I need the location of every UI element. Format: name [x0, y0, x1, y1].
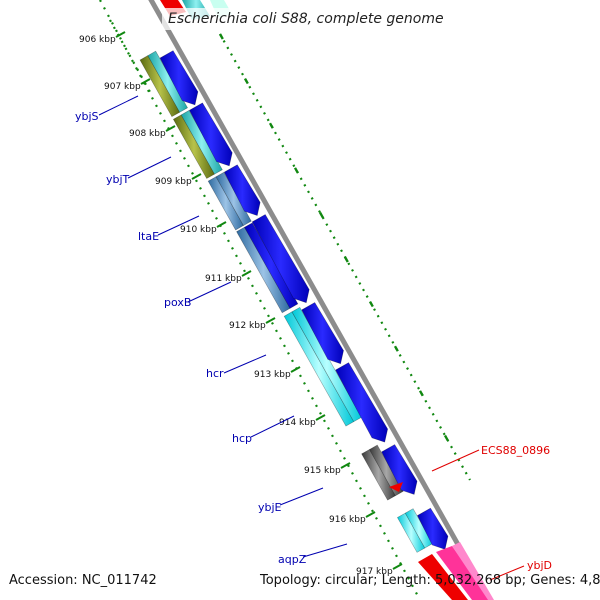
- gc-dash: [443, 434, 449, 441]
- scale-tick: [191, 173, 202, 180]
- tick-label-917-kbp: 917 kbp: [356, 567, 393, 577]
- tick-label-911-kbp: 911 kbp: [205, 274, 242, 284]
- gene-ltaE-b: [215, 171, 252, 226]
- gc-dash: [318, 211, 324, 218]
- scale-tick: [365, 511, 376, 518]
- accession-label: Accession: NC_011742: [9, 573, 157, 588]
- tick-label-906-kbp: 906 kbp: [79, 35, 116, 45]
- cds-arrow-5: [301, 302, 344, 365]
- cds-arrow-1: [159, 50, 199, 106]
- tick-label-912-kbp: 912 kbp: [229, 321, 266, 331]
- gene-label-ltaE: ltaE: [138, 230, 159, 243]
- gc-dash: [218, 33, 224, 40]
- cds-arrow-4: [251, 214, 310, 304]
- label-leader-ybjS: [98, 95, 139, 116]
- gene-label-poxB: poxB: [164, 296, 191, 309]
- label-leader-aqpZ: [302, 543, 348, 558]
- genome-backbone: [148, 0, 493, 600]
- scale-tick: [265, 317, 276, 324]
- scale-tick: [290, 366, 301, 373]
- gene-ybjE-b: [369, 444, 404, 497]
- gene-ybjT-b: [180, 110, 223, 175]
- tick-label-908-kbp: 908 kbp: [129, 129, 166, 139]
- cds-arrow-3: [223, 164, 261, 216]
- label-leader-ybjT: [127, 156, 172, 179]
- label-leader-ECS88_0896: [431, 449, 480, 472]
- scale-tick: [340, 462, 351, 469]
- scale-tick: [315, 414, 326, 421]
- label-leader-hcp: [250, 415, 295, 438]
- tick-label-907-kbp: 907 kbp: [104, 82, 141, 92]
- feature-ybjD-red: [418, 554, 468, 600]
- tick-label-916-kbp: 916 kbp: [329, 515, 366, 525]
- tick-label-914-kbp: 914 kbp: [279, 418, 316, 428]
- scale-tick: [241, 270, 252, 277]
- label-leader-hcr: [223, 354, 267, 374]
- scale-tick: [140, 78, 151, 85]
- gene-poxB-b: [244, 222, 299, 309]
- label-leader-ybjE: [279, 487, 324, 506]
- gene-label-hcr: hcr: [206, 367, 224, 380]
- feature-ECS88-0896: [389, 482, 403, 492]
- cds-arrow-8: [417, 507, 449, 550]
- label-leader-poxB: [187, 281, 232, 303]
- genome-summary: Topology: circular; Length: 5,032,268 bp…: [260, 573, 600, 588]
- gene-label-ybjE: ybjE: [258, 501, 282, 514]
- tick-label-910-kbp: 910 kbp: [180, 225, 217, 235]
- gc-dash: [243, 78, 249, 85]
- gene-label-ybjT: ybjT: [106, 173, 130, 186]
- gene-ybjS-b: [147, 50, 188, 113]
- gc-dash: [268, 122, 274, 129]
- inner-gc-ring: [99, 0, 421, 600]
- scale-tick: [165, 125, 176, 132]
- label-leader-ybjD: [489, 565, 525, 581]
- gc-dash: [368, 301, 374, 308]
- gc-dash: [393, 345, 399, 352]
- gene-label-aqpZ: aqpZ: [278, 553, 307, 566]
- gc-dash: [293, 167, 299, 174]
- inner-ring-top: [109, 19, 151, 93]
- scale-tick: [216, 221, 227, 228]
- scale-tick: [392, 563, 403, 570]
- genome-title: Escherichia coli S88, complete genome: [162, 8, 450, 30]
- gene-label-ECS88_0896: ECS88_0896: [481, 444, 550, 457]
- gc-dash: [343, 256, 349, 263]
- tick-label-915-kbp: 915 kbp: [304, 466, 341, 476]
- feature-ybjD-pink: [436, 546, 490, 600]
- tick-label-909-kbp: 909 kbp: [155, 177, 192, 187]
- gene-label-ybjS: ybjS: [75, 110, 99, 123]
- scale-tick: [115, 31, 126, 38]
- feature-ybjD-pink-2: [452, 542, 494, 600]
- cds-arrow-6: [335, 362, 388, 443]
- cds-arrow-2: [189, 102, 233, 167]
- gene-label-hcp: hcp: [232, 432, 252, 445]
- gc-dash: [418, 390, 424, 397]
- tick-label-913-kbp: 913 kbp: [254, 370, 291, 380]
- label-leader-ltaE: [157, 215, 200, 236]
- gene-label-ybjD: ybjD: [527, 559, 552, 572]
